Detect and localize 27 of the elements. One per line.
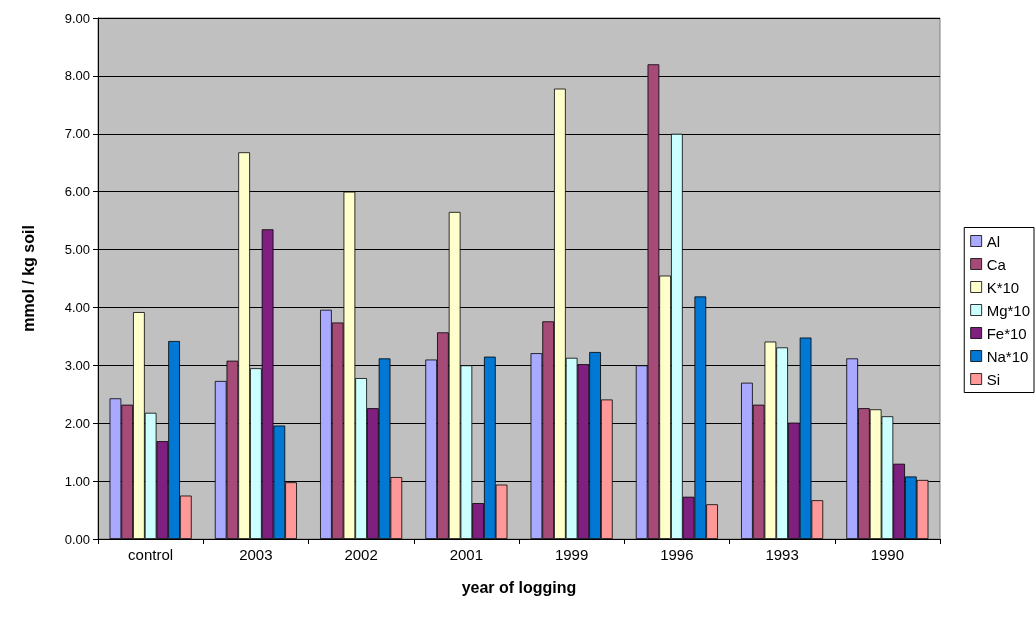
y-tick-label: 1.00 <box>64 473 90 489</box>
legend-label: Na*10 <box>986 347 1029 365</box>
y-tick-label: 6.00 <box>64 184 90 200</box>
y-tick-label: 9.00 <box>64 10 90 26</box>
x-tick-label: 1990 <box>870 546 905 563</box>
x-tick-label: 1996 <box>660 546 694 563</box>
legend-label: Fe*10 <box>986 324 1027 342</box>
legend-label: Al <box>986 232 1000 250</box>
legend-label: Mg*10 <box>986 301 1030 319</box>
x-tick-label: 1999 <box>554 546 589 563</box>
x-axis-title: year of logging <box>461 578 577 596</box>
y-tick-label: 2.00 <box>64 415 90 431</box>
y-tick-label: 8.00 <box>64 68 90 84</box>
y-tick-label: 0.00 <box>64 531 90 547</box>
x-tick-label: control <box>128 546 174 563</box>
y-axis-title: mmol / kg soil <box>19 225 37 332</box>
x-tick-label: 1993 <box>765 546 799 563</box>
legend-label: Ca <box>986 255 1007 273</box>
y-tick-label: 7.00 <box>64 126 90 142</box>
legend-label: Si <box>986 370 1000 388</box>
legend-label: K*10 <box>986 278 1020 296</box>
x-tick-label: 2003 <box>239 546 273 563</box>
x-tick-label: 2001 <box>449 546 484 563</box>
x-tick-label: 2002 <box>344 546 378 563</box>
y-tick-label: 4.00 <box>64 299 90 315</box>
y-tick-label: 5.00 <box>64 242 90 258</box>
y-tick-label: 3.00 <box>64 357 90 373</box>
